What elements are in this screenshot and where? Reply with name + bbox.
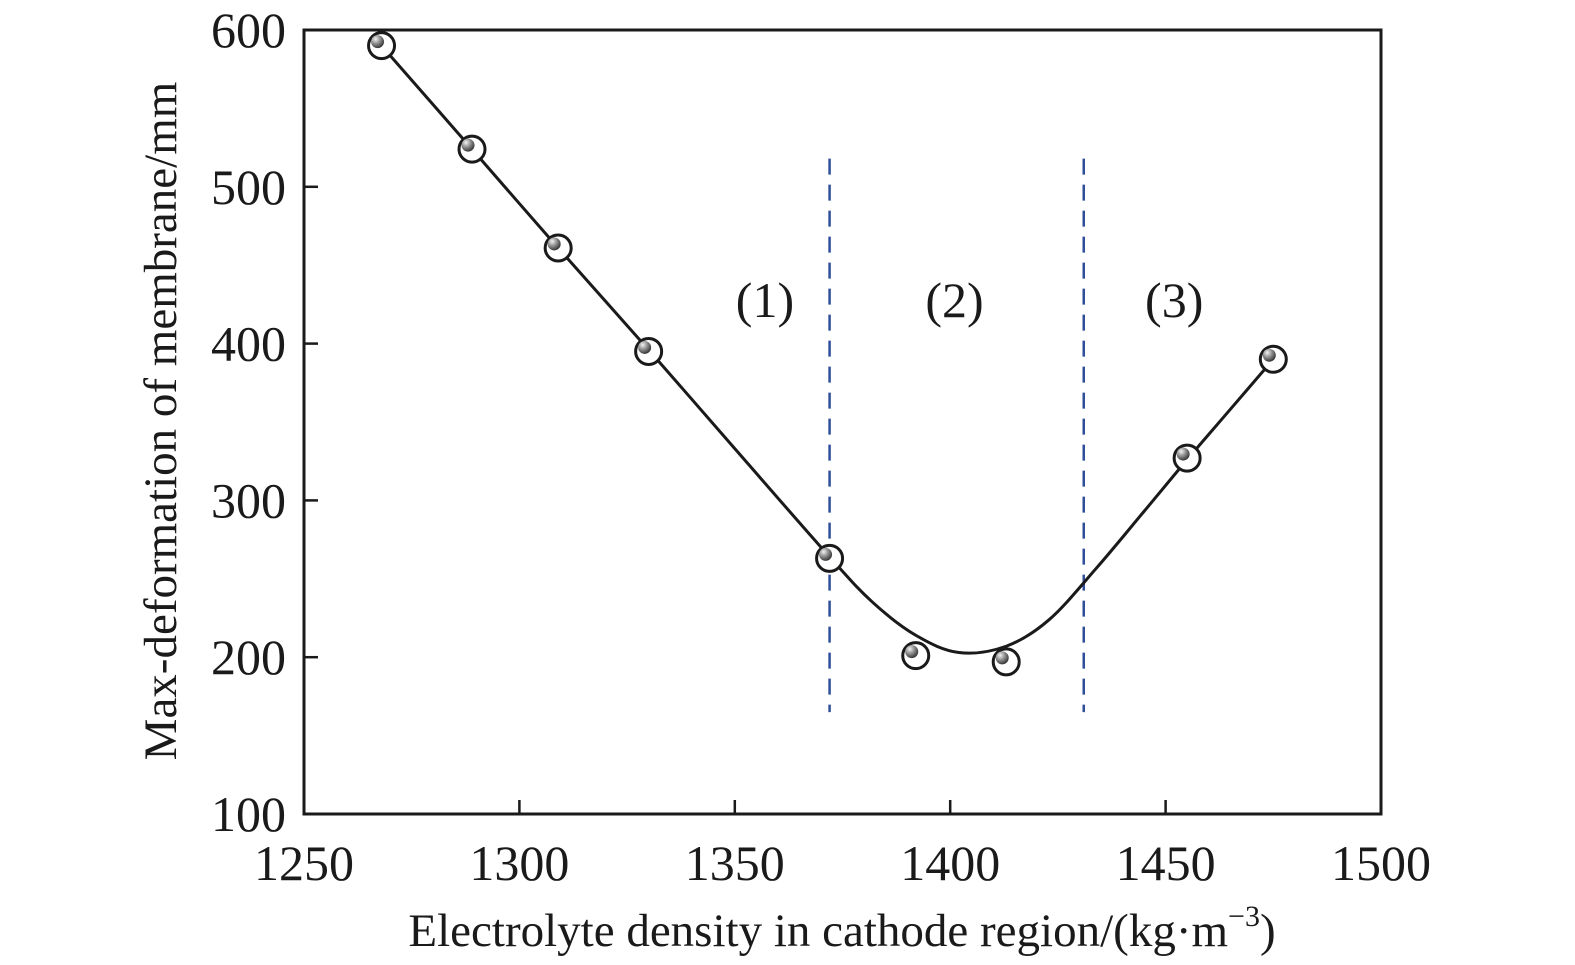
- data-point-marker: [638, 340, 652, 354]
- x-tick-label: 1250: [254, 835, 354, 891]
- data-point: [1258, 344, 1288, 374]
- data-point-marker: [461, 138, 475, 152]
- x-axis-title: Electrolyte density in cathode region/(k…: [408, 900, 1275, 957]
- region-label: (3): [1145, 272, 1203, 328]
- data-point-marker: [1176, 447, 1190, 461]
- data-point-marker: [819, 547, 833, 561]
- data-point: [815, 543, 845, 573]
- data-point: [367, 31, 397, 61]
- x-tick-label: 1450: [1116, 835, 1216, 891]
- x-tick-label: 1500: [1331, 835, 1431, 891]
- data-point-marker: [371, 35, 385, 49]
- y-tick-label: 100: [211, 786, 286, 842]
- y-tick-label: 500: [211, 159, 286, 215]
- data-point-marker: [1262, 348, 1276, 362]
- x-tick-label: 1400: [900, 835, 1000, 891]
- y-axis-title: Max-deformation of membrane/mm: [135, 82, 187, 761]
- data-point-marker: [905, 645, 919, 659]
- plot-frame: [302, 28, 1383, 816]
- data-point: [901, 641, 931, 671]
- y-tick-label: 600: [211, 2, 286, 58]
- data-point: [543, 233, 573, 263]
- data-point: [991, 647, 1021, 677]
- region-label: (2): [925, 272, 983, 328]
- data-point-marker: [995, 651, 1009, 665]
- x-tick-label: 1300: [469, 835, 569, 891]
- data-point: [1172, 443, 1202, 473]
- x-tick-label: 1350: [685, 835, 785, 891]
- data-point: [634, 336, 664, 366]
- data-point: [457, 134, 487, 164]
- y-tick-label: 400: [211, 316, 286, 372]
- y-tick-label: 300: [211, 472, 286, 528]
- y-tick-label: 200: [211, 629, 286, 685]
- region-label: (1): [736, 272, 794, 328]
- data-point-marker: [547, 237, 561, 251]
